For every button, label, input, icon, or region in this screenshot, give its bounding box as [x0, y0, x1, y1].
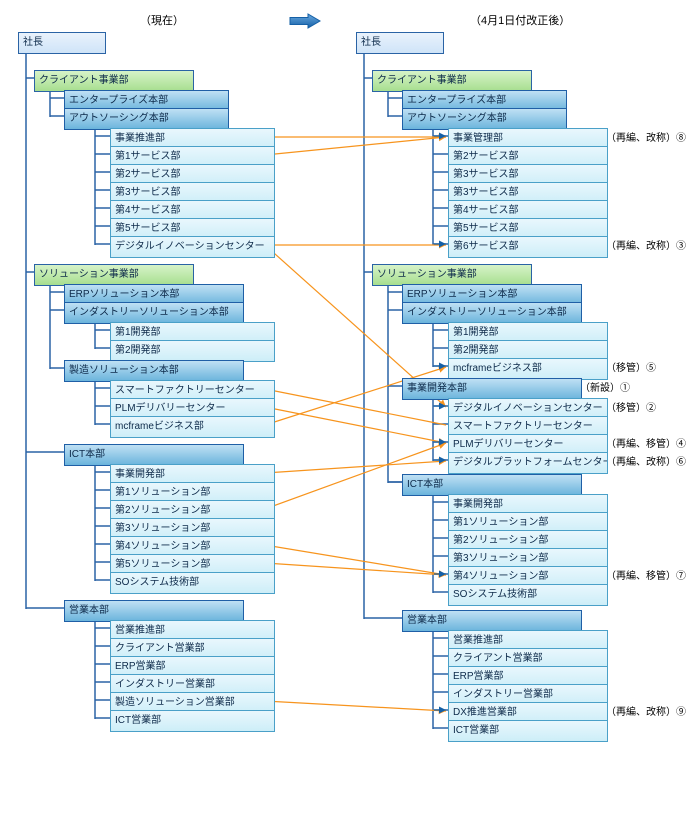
- right-root: 社長: [356, 32, 444, 54]
- right-R28: SOシステム技術部: [448, 584, 608, 606]
- left-L1: クライアント事業部: [34, 70, 194, 92]
- header-right: （4月1日付改正後）: [470, 12, 570, 28]
- left-L34: ICT営業部: [110, 710, 275, 732]
- right-R13: インダストリーソリューション本部: [402, 302, 582, 324]
- left-L13: インダストリーソリューション本部: [64, 302, 244, 324]
- right-R17: 事業開発本部: [402, 378, 582, 400]
- header-left: （現在）: [140, 12, 184, 28]
- left-L19: mcframeビジネス部: [110, 416, 275, 438]
- left-L10: デジタルイノベーションセンター: [110, 236, 275, 258]
- note-R16: （移管）⑤: [606, 359, 656, 374]
- right-R16: mcframeビジネス部: [448, 358, 608, 380]
- right-R10: 第6サービス部: [448, 236, 608, 258]
- right-R21: デジタルプラットフォームセンター: [448, 452, 608, 474]
- right-R3: アウトソーシング本部: [402, 108, 567, 130]
- note-R10: （再編、改称）③: [606, 237, 686, 252]
- note-R18: （移管）②: [606, 399, 656, 414]
- note-R21: （再編、改称）⑥: [606, 453, 686, 468]
- note-R34: （再編、改称）⑨: [606, 703, 686, 718]
- left-L11: ソリューション事業部: [34, 264, 194, 286]
- boxes-layer: （現在）（4月1日付改正後）社長クライアント事業部エンタープライズ本部アウトソー…: [0, 0, 700, 833]
- right-R22: ICT本部: [402, 474, 582, 496]
- left-L16: 製造ソリューション本部: [64, 360, 244, 382]
- note-R20: （再編、移管）④: [606, 435, 686, 450]
- right-R11: ソリューション事業部: [372, 264, 532, 286]
- left-L20: ICT本部: [64, 444, 244, 466]
- right-R35: ICT営業部: [448, 720, 608, 742]
- left-L27: SOシステム技術部: [110, 572, 275, 594]
- left-L28: 営業本部: [64, 600, 244, 622]
- right-R1: クライアント事業部: [372, 70, 532, 92]
- left-L15: 第2開発部: [110, 340, 275, 362]
- note-R4: （再編、改称）⑧: [606, 129, 686, 144]
- note-R17: （新設）①: [580, 379, 630, 394]
- note-R27: （再編、移管）⑦: [606, 567, 686, 582]
- left-L3: アウトソーシング本部: [64, 108, 229, 130]
- left-root: 社長: [18, 32, 106, 54]
- right-R29: 営業本部: [402, 610, 582, 632]
